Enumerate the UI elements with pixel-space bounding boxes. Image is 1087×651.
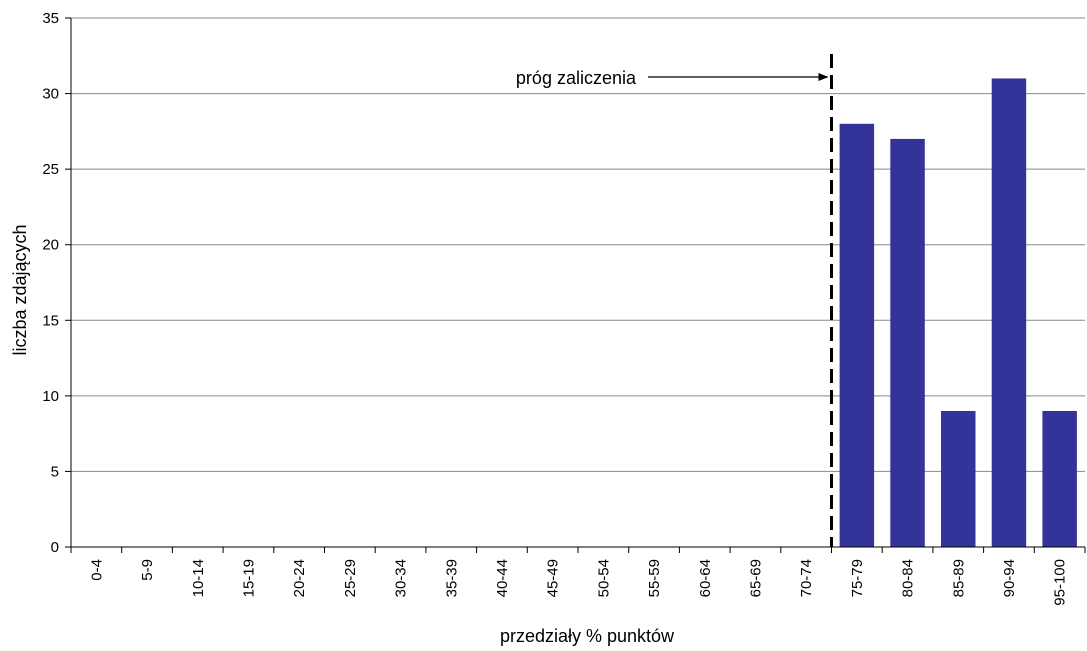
x-tick-label: 35-39 [443,559,460,597]
x-tick-label: 20-24 [291,559,308,597]
x-tick-label: 85-89 [950,559,967,597]
x-tick-label: 40-44 [494,559,511,597]
y-tick-label: 15 [42,312,59,329]
x-tick-label: 55-59 [646,559,663,597]
bar-85-89 [941,410,976,547]
x-tick-label: 10-14 [190,559,207,597]
x-tick-label: 5-9 [139,559,156,581]
x-tick-label: 95-100 [1052,559,1069,606]
x-tick-label: 0-4 [88,559,105,581]
x-tick-label: 90-94 [1001,559,1018,597]
x-tick-label: 50-54 [595,559,612,597]
y-tick-label: 0 [51,539,59,556]
y-tick-label: 5 [51,463,59,480]
bar-90-94 [991,78,1027,547]
y-tick-label: 20 [42,237,59,254]
y-tick-label: 30 [42,86,59,103]
bar-75-79 [839,123,875,548]
y-tick-label: 25 [42,161,59,178]
gridlines [71,17,1085,472]
bar-80-84 [890,138,925,547]
x-tick-label: 65-69 [747,559,764,597]
bar-95-100 [1042,410,1077,547]
x-tick-label: 60-64 [697,559,714,597]
x-tick-label: 25-29 [342,559,359,597]
x-tick-label: 15-19 [240,559,257,597]
threshold-label: próg zaliczenia [516,68,637,88]
y-axis-title: liczba zdających [10,224,30,355]
x-tick-label: 30-34 [393,559,410,597]
x-tick-label: 75-79 [849,559,866,597]
x-tick-label: 45-49 [545,559,562,597]
x-tick-label: 80-84 [900,559,917,597]
tick-labels: 0 5 10 15 20 25 30 35 0-4 5-9 10-14 15-19 20-24 25-29… [42,10,1068,606]
y-tick-label: 10 [42,388,59,405]
bars [839,78,1077,548]
x-axis-title: przedziały % punktów [500,626,675,646]
y-tick-label: 35 [42,10,59,27]
threshold-marker [648,54,833,547]
x-tick-label: 70-74 [798,559,815,597]
axes [65,17,1086,553]
